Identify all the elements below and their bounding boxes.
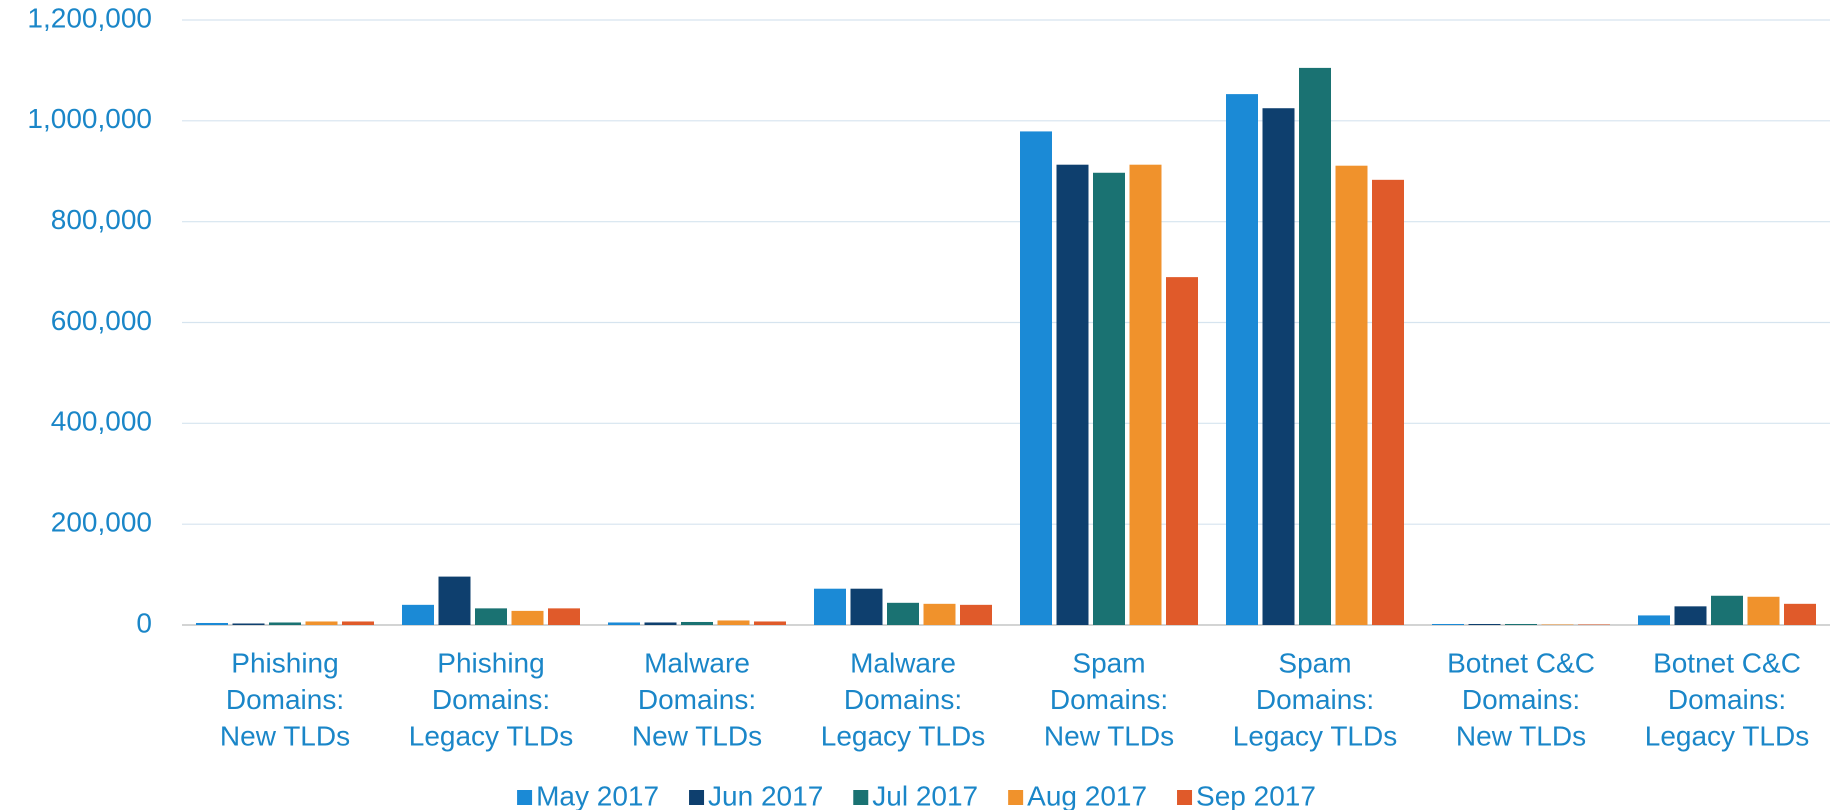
y-tick-label: 600,000 bbox=[51, 305, 152, 336]
x-tick-label: Legacy TLDs bbox=[821, 720, 985, 751]
bar bbox=[814, 588, 846, 625]
y-tick-label: 400,000 bbox=[51, 406, 152, 437]
x-tick-label: Domains: bbox=[1256, 684, 1374, 715]
bar bbox=[305, 621, 338, 625]
x-tick-label: Botnet C&C bbox=[1447, 647, 1595, 678]
x-tick-label: New TLDs bbox=[220, 720, 350, 751]
bar bbox=[1505, 623, 1537, 625]
x-tick-label: Spam bbox=[1278, 647, 1351, 678]
x-tick-label: New TLDs bbox=[632, 720, 762, 751]
bar bbox=[608, 622, 640, 625]
x-tick-label: Phishing bbox=[231, 647, 338, 678]
y-tick-label: 800,000 bbox=[51, 204, 152, 235]
bar bbox=[1299, 67, 1331, 626]
legend-swatch bbox=[689, 790, 705, 805]
y-tick-label: 0 bbox=[136, 607, 152, 638]
legend-label: Jul 2017 bbox=[872, 780, 978, 810]
x-tick-label: Domains: bbox=[844, 684, 962, 715]
bar bbox=[1468, 623, 1501, 625]
bar bbox=[1335, 165, 1368, 625]
bar bbox=[548, 608, 580, 625]
x-tick-label: Domains: bbox=[638, 684, 756, 715]
bar bbox=[1262, 108, 1295, 625]
bar bbox=[1638, 615, 1670, 625]
x-tick-label: Botnet C&C bbox=[1653, 647, 1801, 678]
x-tick-label: Legacy TLDs bbox=[1233, 720, 1397, 751]
bar bbox=[232, 623, 265, 625]
bar bbox=[754, 621, 786, 625]
bar bbox=[511, 610, 544, 625]
bar bbox=[644, 622, 677, 625]
bar bbox=[475, 608, 507, 625]
bar bbox=[1578, 624, 1610, 625]
bar bbox=[269, 622, 301, 625]
bar bbox=[850, 588, 883, 625]
bar bbox=[1166, 277, 1198, 625]
bar bbox=[342, 621, 374, 625]
x-tick-label: New TLDs bbox=[1456, 720, 1586, 751]
x-tick-label: Legacy TLDs bbox=[1645, 720, 1809, 751]
y-tick-label: 1,200,000 bbox=[27, 2, 152, 33]
legend-swatch bbox=[1008, 790, 1024, 805]
bar bbox=[960, 604, 992, 625]
bar bbox=[1784, 603, 1816, 625]
y-tick-label: 200,000 bbox=[51, 507, 152, 538]
x-tick-label: Domains: bbox=[226, 684, 344, 715]
bar bbox=[887, 602, 919, 625]
bar bbox=[717, 620, 750, 625]
legend-label: Sep 2017 bbox=[1196, 780, 1316, 810]
legend-swatch bbox=[853, 790, 869, 805]
legend-swatch bbox=[1177, 790, 1193, 805]
x-tick-label: Malware bbox=[850, 647, 956, 678]
x-tick-label: Legacy TLDs bbox=[409, 720, 573, 751]
bar bbox=[1093, 172, 1125, 625]
bar bbox=[681, 621, 713, 625]
bar bbox=[1056, 164, 1089, 625]
legend-label: May 2017 bbox=[536, 780, 659, 810]
bar bbox=[1020, 131, 1052, 625]
x-tick-label: Spam bbox=[1072, 647, 1145, 678]
x-tick-label: Domains: bbox=[1668, 684, 1786, 715]
bar bbox=[1674, 606, 1707, 625]
x-tick-label: Phishing bbox=[437, 647, 544, 678]
x-tick-label: Domains: bbox=[432, 684, 550, 715]
x-tick-label: New TLDs bbox=[1044, 720, 1174, 751]
bar bbox=[1541, 624, 1574, 625]
bar bbox=[1747, 596, 1780, 625]
x-tick-label: Domains: bbox=[1462, 684, 1580, 715]
bar bbox=[1432, 623, 1464, 625]
y-tick-label: 1,000,000 bbox=[27, 103, 152, 134]
x-tick-label: Domains: bbox=[1050, 684, 1168, 715]
legend-label: Aug 2017 bbox=[1027, 780, 1147, 810]
bar bbox=[1711, 595, 1743, 625]
bar bbox=[1372, 179, 1404, 625]
x-tick-label: Malware bbox=[644, 647, 750, 678]
legend-swatch bbox=[517, 790, 533, 805]
bar bbox=[438, 576, 471, 625]
bar bbox=[402, 604, 434, 625]
bar bbox=[923, 603, 956, 625]
legend-label: Jun 2017 bbox=[708, 780, 823, 810]
bar bbox=[1226, 94, 1258, 626]
bar bbox=[196, 622, 228, 625]
bar bbox=[1129, 164, 1162, 625]
